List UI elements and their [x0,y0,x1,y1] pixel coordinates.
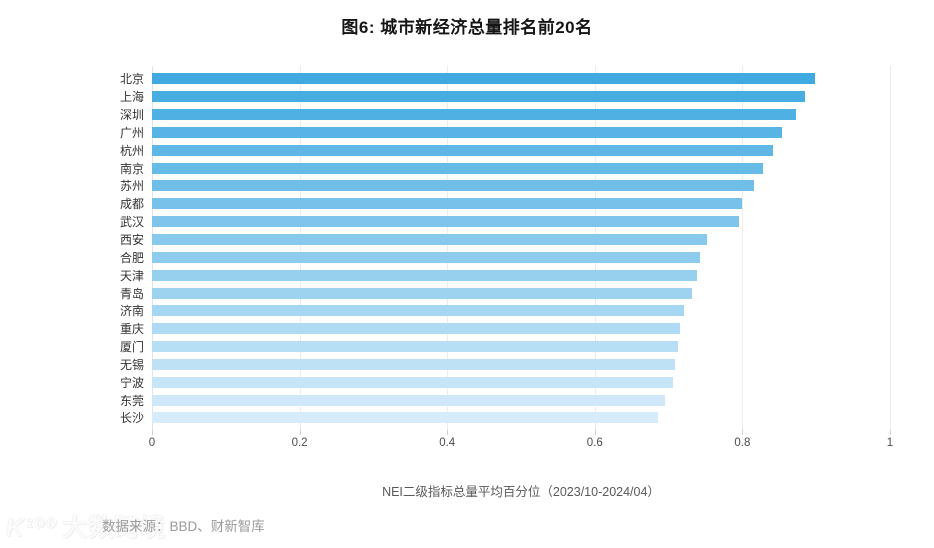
x-axis-ticks: 0 0.2 0.4 0.6 0.8 1 [148,430,894,453]
category-label: 深圳 [119,108,144,123]
bar-row: 上海 [120,88,890,106]
bar-row: 青岛 [120,284,890,302]
bar-row: 武汉 [120,213,890,231]
bar-合肥 [152,251,700,263]
bar-row: 西安 [120,231,890,249]
bar-rows: 北京上海深圳广州杭州南京苏州成都武汉西安合肥天津青岛济南重庆厦门无锡宁波东莞长沙 [120,70,890,427]
bar-苏州 [152,180,755,192]
bar-天津 [152,269,698,281]
category-label: 合肥 [119,250,144,265]
tick-mark-x-0.8 [742,430,744,435]
bar-row: 长沙 [120,409,890,427]
bar-row: 合肥 [120,248,890,266]
bar-南京 [152,162,764,174]
gridline-x-1 [890,66,891,430]
bar-青岛 [152,287,693,299]
category-label: 南京 [119,161,144,176]
category-label: 成都 [119,197,144,212]
bar-长沙 [152,412,659,424]
category-label: 天津 [119,268,144,283]
tick-mark-x-1 [890,430,891,435]
bar-row: 北京 [120,70,890,88]
category-label: 宁波 [119,375,144,390]
footer: K¹⁰⁰ 大数跨境 数据来源：BBD、财新智库 [0,505,934,548]
category-label: 北京 [119,72,144,87]
bar-北京 [152,73,815,85]
category-label: 广州 [119,125,144,140]
x-tick-label: 0 [148,437,156,449]
tick-mark-x-0.4 [447,430,449,435]
tick-mark-x-0.6 [594,430,596,435]
x-tick-label: 0.2 [291,437,308,449]
bar-row: 杭州 [120,141,890,159]
category-label: 东莞 [119,393,144,408]
bar-杭州 [152,144,774,156]
bar-row: 重庆 [120,320,890,338]
bar-row: 广州 [120,124,890,142]
tick-mark-x-0.2 [299,430,301,435]
bar-武汉 [152,216,740,228]
category-label: 重庆 [119,322,144,337]
bar-深圳 [152,109,797,121]
category-label: 武汉 [119,215,144,230]
x-tick-label: 0.6 [586,437,603,449]
bar-西安 [152,234,707,246]
bar-row: 深圳 [120,106,890,124]
bar-row: 无锡 [120,356,890,374]
category-label: 苏州 [119,179,144,194]
gridline-x-0 [152,66,153,430]
bar-上海 [152,91,806,103]
gridline-x-0.6 [594,66,596,430]
bar-row: 厦门 [120,338,890,356]
data-source-note: 数据来源：BBD、财新智库 [102,519,265,534]
x-axis-label: NEI二级指标总量平均百分位（2023/10-2024/04） [382,485,660,499]
bar-row: 济南 [120,302,890,320]
gridline-x-0.2 [299,66,301,430]
category-label: 无锡 [119,357,144,372]
gridline-x-0.4 [447,66,449,430]
plot-area: 北京上海深圳广州杭州南京苏州成都武汉西安合肥天津青岛济南重庆厦门无锡宁波东莞长沙 [120,66,891,430]
watermark: K¹⁰⁰ 大数跨境 [6,508,166,544]
bar-东莞 [152,394,665,406]
bar-厦门 [152,341,679,353]
category-label: 长沙 [119,411,144,426]
bar-成都 [152,198,742,210]
bar-row: 天津 [120,266,890,284]
x-tick-label: 0.8 [734,437,751,449]
category-label: 厦门 [119,340,144,355]
category-label: 杭州 [119,143,144,158]
bar-row: 东莞 [120,391,890,409]
gridline-x-0.8 [742,66,744,430]
bar-济南 [152,305,685,317]
chart-title: 图6: 城市新经济总量排名前20名 [341,18,593,37]
bar-row: 苏州 [120,177,890,195]
category-label: 上海 [119,90,144,105]
watermark-text: 大数跨境 [62,514,167,542]
watermark-logo-icon: K¹⁰⁰ [6,514,59,542]
bar-row: 成都 [120,195,890,213]
bar-row: 南京 [120,159,890,177]
category-label: 西安 [119,233,144,248]
bar-row: 宁波 [120,373,890,391]
bar-宁波 [152,376,674,388]
category-label: 青岛 [119,286,144,301]
bar-广州 [152,126,783,138]
x-tick-label: 0.4 [439,437,456,449]
category-label: 济南 [119,304,144,319]
tick-mark-x-0 [152,430,153,435]
bar-重庆 [152,323,681,335]
bar-无锡 [152,358,676,370]
x-tick-label: 1 [886,437,894,449]
